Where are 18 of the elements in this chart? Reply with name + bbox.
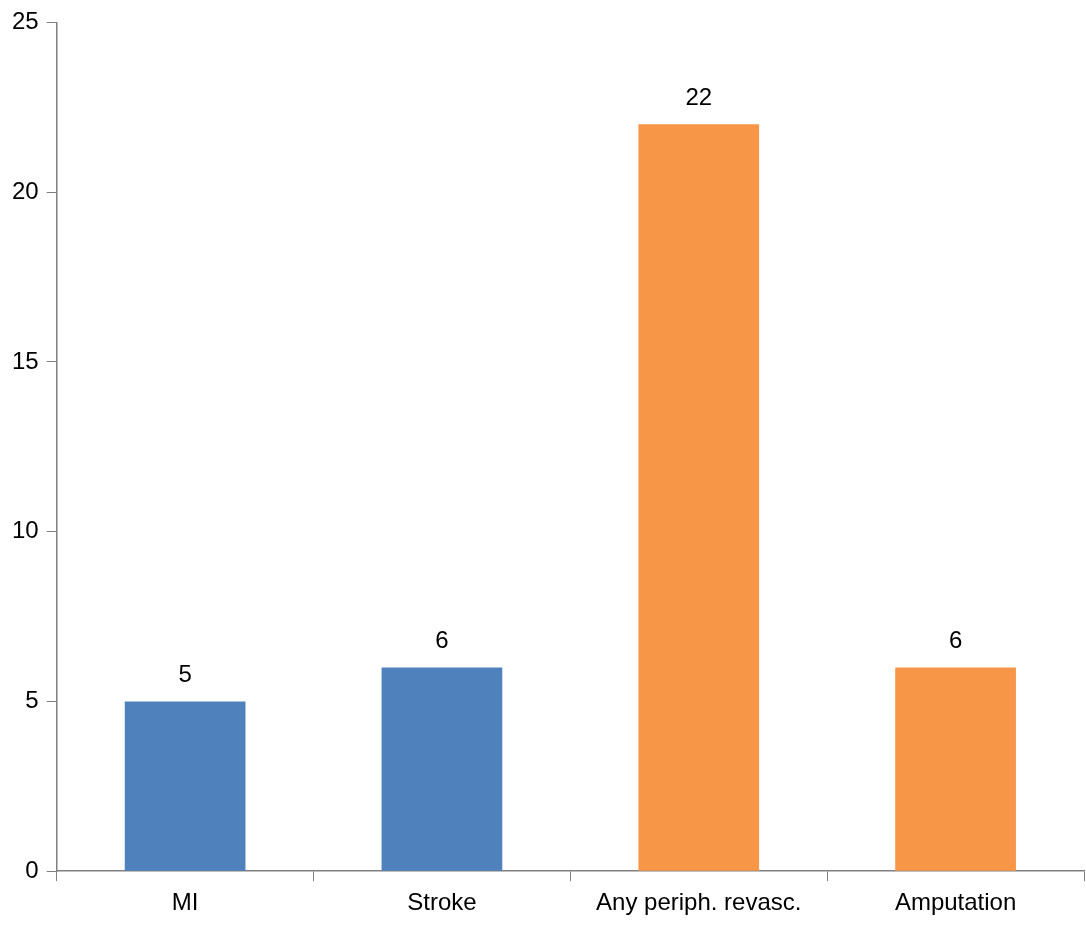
data-label: 22	[685, 82, 713, 110]
bar	[381, 667, 503, 871]
x-tick-label: Any periph. revasc.	[596, 888, 802, 916]
y-tick-label: 20	[11, 176, 39, 204]
y-tick-label: 25	[11, 7, 39, 35]
data-label: 6	[435, 626, 449, 654]
y-tick-label: 10	[11, 516, 39, 544]
x-tick-label: Amputation	[894, 888, 1017, 916]
bar	[638, 124, 760, 871]
bar	[124, 701, 246, 871]
y-tick-label: 15	[11, 346, 39, 374]
x-tick-label: MI	[171, 888, 199, 916]
x-tick-label: Stroke	[407, 888, 477, 916]
bar	[895, 667, 1016, 871]
data-label: 6	[948, 626, 963, 654]
y-tick-label: 0	[25, 855, 39, 883]
data-label: 5	[178, 660, 192, 688]
y-tick-label: 5	[25, 686, 39, 714]
